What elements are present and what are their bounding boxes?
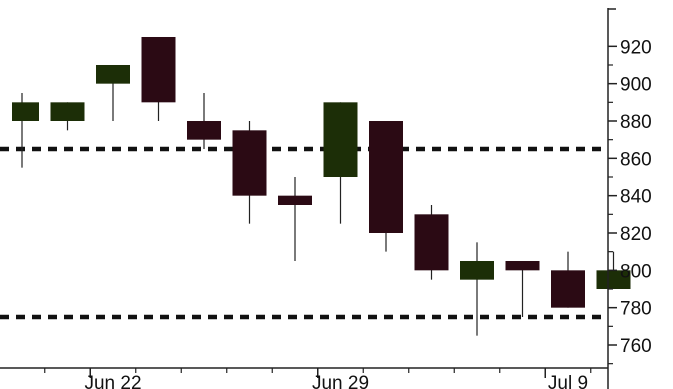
y-tick-label: 860 [620, 149, 652, 170]
y-tick-label: 880 [620, 112, 652, 133]
candle-body [414, 214, 449, 271]
candle-6 [232, 120, 267, 224]
y-tick-label: 840 [620, 187, 652, 208]
candle-body [323, 102, 358, 177]
candle-1 [12, 92, 39, 168]
candle-5 [187, 92, 221, 149]
candle-2 [50, 102, 85, 131]
candle-body [460, 260, 494, 280]
x-tick-label: Jun 22 [84, 373, 141, 389]
candle-12 [505, 260, 540, 317]
candle-body [12, 102, 39, 121]
candle-body [187, 120, 221, 140]
candle-10 [414, 204, 449, 280]
candle-8 [323, 102, 358, 224]
candle-body [596, 270, 631, 289]
candle-13 [551, 251, 585, 308]
candle-body [551, 270, 585, 308]
candle-7 [278, 176, 312, 261]
candle-body [141, 36, 176, 103]
candle-9 [369, 120, 403, 252]
y-axis: 760 780 800 820 840 860 880 900 920 [607, 8, 652, 389]
y-tick-label: 820 [620, 224, 652, 245]
candle-3 [96, 64, 130, 121]
reference-lines [0, 146, 608, 320]
candles [12, 36, 631, 336]
candle-body [278, 195, 312, 205]
y-tick-label: 800 [620, 261, 652, 282]
candle-11 [460, 242, 494, 336]
y-tick-label: 760 [620, 336, 652, 357]
y-tick-label: 780 [620, 299, 652, 320]
candle-body [369, 120, 403, 233]
x-axis: Jun 22 Jun 29 Jul 9 [0, 367, 608, 389]
candle-body [96, 64, 130, 84]
y-tick-label: 900 [620, 75, 652, 96]
candle-body [505, 260, 540, 271]
y-tick-label: 920 [620, 37, 652, 58]
x-tick-label: Jun 29 [312, 373, 369, 389]
candle-body [232, 130, 267, 196]
candle-body [50, 102, 85, 121]
x-tick-label: Jul 9 [548, 373, 588, 389]
candle-4 [141, 36, 176, 121]
